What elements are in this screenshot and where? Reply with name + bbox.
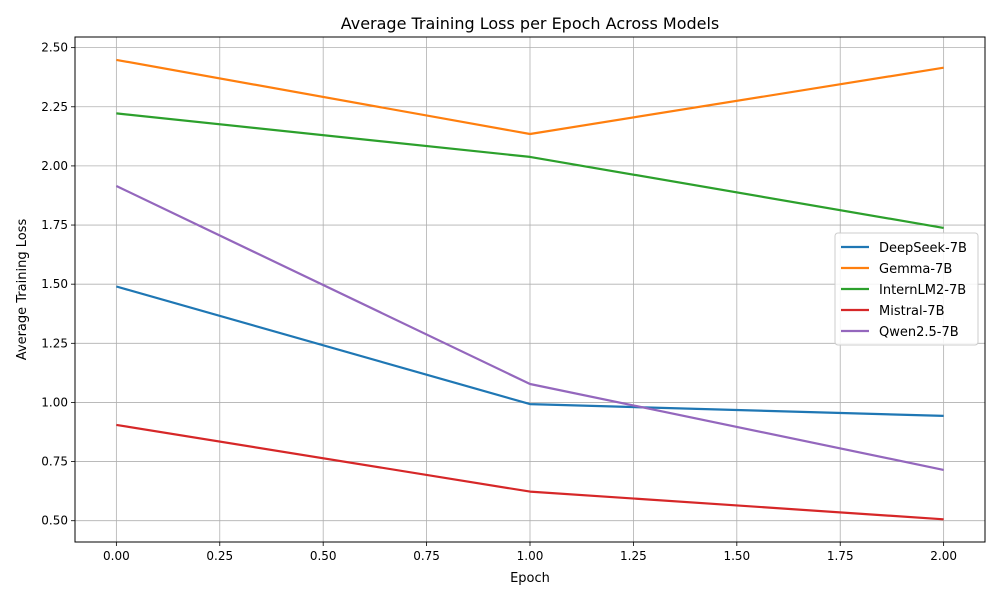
y-tick-label: 1.75 [41, 218, 68, 232]
y-tick-label: 1.00 [41, 395, 68, 409]
legend-label: Mistral-7B [879, 304, 945, 319]
y-tick-label: 2.25 [41, 100, 68, 114]
x-tick-label: 1.00 [517, 549, 544, 563]
series-line-mistral-7b [116, 423, 944, 521]
legend-label: Qwen2.5-7B [879, 325, 959, 340]
series-line-internlm2-7b [116, 112, 944, 229]
series-line-gemma-7b [116, 58, 944, 136]
legend-box [834, 232, 979, 346]
legend-label: DeepSeek-7B [879, 241, 967, 256]
x-tick-label: 2.00 [930, 549, 957, 563]
series-lines [115, 58, 944, 521]
legend: DeepSeek-7B Gemma-7B InternLM2-7B Mistral-7… [834, 232, 979, 346]
y-tick-label: 1.50 [41, 277, 68, 291]
y-axis-label: Average Training Loss [15, 219, 30, 361]
x-tick-label: 0.75 [413, 549, 440, 563]
x-tick-label: 1.25 [620, 549, 647, 563]
y-tick-label: 2.00 [41, 159, 68, 173]
y-tick-label: 0.50 [41, 514, 68, 528]
y-tick-label: 0.75 [41, 455, 68, 469]
grid [75, 37, 985, 542]
legend-label: InternLM2-7B [879, 283, 966, 298]
series-line-qwen2-5-7b [115, 185, 944, 471]
x-tick-label: 0.00 [103, 549, 130, 563]
y-tick-label: 1.25 [41, 336, 68, 350]
series-line-deepseek-7b [116, 285, 944, 417]
x-tick-label: 0.50 [310, 549, 337, 563]
x-axis-label: Epoch [510, 571, 550, 586]
chart-title: Average Training Loss per Epoch Across M… [341, 14, 720, 33]
y-tick-label: 2.50 [41, 41, 68, 55]
x-tick-label: 0.25 [206, 549, 233, 563]
x-tick-label: 1.75 [827, 549, 854, 563]
x-tick-label: 1.50 [723, 549, 750, 563]
axis-ticks: 0.00 0.25 0.50 0.75 1.00 1.25 1.50 1.75 2.00 0.50… [41, 41, 957, 563]
legend-label: Gemma-7B [879, 262, 952, 277]
